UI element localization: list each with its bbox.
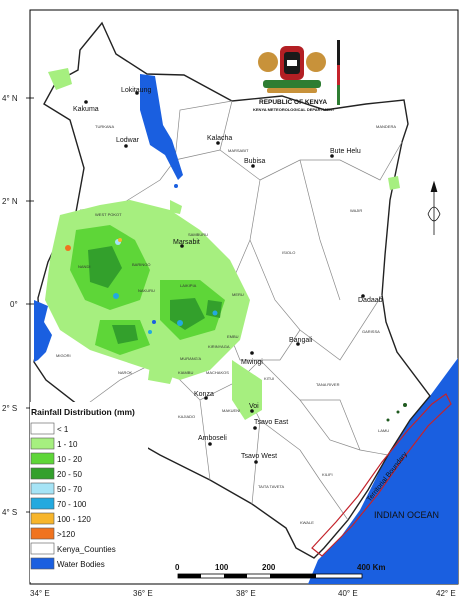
county-label: WEST POKOT bbox=[95, 212, 122, 217]
rainfall-20-50 bbox=[88, 246, 222, 344]
lon-label: 38° E bbox=[236, 589, 256, 598]
town-label: Dadaab bbox=[358, 297, 383, 304]
dept-title: KENYA METEOROLOGICAL DEPARTMENT bbox=[253, 107, 335, 112]
lon-label: 36° E bbox=[133, 589, 153, 598]
county-label: MURANG'A bbox=[180, 356, 202, 361]
legend-swatch bbox=[30, 452, 55, 465]
county-label: KIAMBU bbox=[178, 370, 193, 375]
county-label: KILIFI bbox=[322, 472, 333, 477]
legend-swatch bbox=[30, 497, 55, 510]
lon-label: 34° E bbox=[30, 589, 50, 598]
legend-label: Water Bodies bbox=[57, 560, 105, 569]
ocean-label: INDIAN OCEAN bbox=[374, 510, 439, 520]
town-label: Bute Helu bbox=[330, 148, 361, 155]
lon-label: 42° E bbox=[436, 589, 456, 598]
town-label: Kakuma bbox=[73, 106, 99, 113]
legend-swatch bbox=[30, 467, 55, 480]
legend-swatch bbox=[30, 437, 55, 450]
town-label: Mwingi bbox=[241, 359, 263, 366]
town-label: Marsabit bbox=[173, 239, 200, 246]
legend-swatch bbox=[30, 527, 55, 540]
scale-tick: 0 bbox=[175, 563, 180, 572]
legend-label: Kenya_Counties bbox=[57, 545, 116, 554]
lat-label: 2° N bbox=[2, 197, 18, 206]
town-label: Lokitaung bbox=[121, 87, 151, 94]
county-label: LAMU bbox=[378, 428, 389, 433]
county-label: MAKUENI bbox=[222, 408, 240, 413]
legend-swatch bbox=[30, 557, 55, 570]
county-label: LAIKIPIA bbox=[180, 283, 197, 288]
org-title: REPUBLIC OF KENYA bbox=[259, 99, 327, 106]
legend-label: 20 - 50 bbox=[57, 470, 82, 479]
lon-label: 40° E bbox=[338, 589, 358, 598]
legend-label: >120 bbox=[57, 530, 76, 539]
legend-label: 1 - 10 bbox=[57, 440, 78, 449]
town-markers bbox=[84, 91, 365, 464]
town-label: Voi bbox=[249, 403, 259, 410]
county-label: KWALE bbox=[300, 520, 314, 525]
town-label: Tsavo East bbox=[254, 419, 288, 426]
coat-of-arms-emblem bbox=[258, 40, 340, 105]
scale-bar: 0 100 200 400 Km bbox=[175, 563, 385, 579]
legend-label: < 1 bbox=[57, 425, 69, 434]
territorial-boundary bbox=[311, 393, 452, 557]
county-label: MANDERA bbox=[376, 124, 396, 129]
county-label: NAKURU bbox=[138, 288, 155, 293]
town-label: Bangali bbox=[289, 337, 313, 344]
legend-label: 70 - 100 bbox=[57, 500, 87, 509]
scale-tick: 400 Km bbox=[357, 563, 385, 572]
rainfall-100-plus bbox=[65, 238, 122, 251]
county-label: EMBU bbox=[227, 334, 239, 339]
county-label: TAITA TAVETA bbox=[258, 484, 285, 489]
legend-label: 50 - 70 bbox=[57, 485, 82, 494]
legend-swatch bbox=[30, 482, 55, 495]
lat-label: 4° N bbox=[2, 94, 18, 103]
indian-ocean bbox=[308, 358, 458, 584]
town-label: Kalacha bbox=[207, 135, 232, 142]
county-label: KITUI bbox=[264, 376, 274, 381]
scale-tick: 100 bbox=[215, 563, 229, 572]
county-label: WAJIR bbox=[350, 208, 362, 213]
county-label: SAMBURU bbox=[188, 232, 208, 237]
legend-swatch bbox=[30, 422, 55, 435]
town-label: Amboseli bbox=[198, 435, 227, 442]
water-bodies bbox=[34, 74, 183, 362]
county-label: MACHAKOS bbox=[206, 370, 229, 375]
legend-label: 10 - 20 bbox=[57, 455, 82, 464]
town-label: Tsavo West bbox=[241, 453, 277, 460]
county-label: MIGORI bbox=[56, 353, 71, 358]
county-label: TURKANA bbox=[95, 124, 114, 129]
coastal-islands bbox=[386, 403, 407, 422]
town-label: Konza bbox=[194, 391, 214, 398]
rainfall-50-100 bbox=[113, 239, 218, 334]
lat-label: 4° S bbox=[2, 508, 17, 517]
county-label: TANA RIVER bbox=[316, 382, 340, 387]
county-label: MERU bbox=[232, 292, 244, 297]
legend-swatch bbox=[30, 542, 55, 555]
county-label: NANDI bbox=[78, 264, 90, 269]
lat-label: 2° S bbox=[2, 404, 17, 413]
north-arrow bbox=[427, 180, 441, 235]
county-label: KAJIADO bbox=[178, 414, 195, 419]
county-label: BARINGO bbox=[132, 262, 150, 267]
county-label: ISIOLO bbox=[282, 250, 295, 255]
county-label: GARISSA bbox=[362, 329, 380, 334]
town-label: Lodwar bbox=[116, 137, 140, 144]
county-label: KIRINYAGA bbox=[208, 344, 230, 349]
county-label: MARSABIT bbox=[228, 148, 249, 153]
legend-label: 100 - 120 bbox=[57, 515, 91, 524]
lat-label: 0° bbox=[10, 300, 18, 309]
legend-swatch bbox=[30, 512, 55, 525]
legend: Rainfall Distribution (mm) < 1 1 - 10 10 -… bbox=[30, 402, 148, 582]
lake-victoria bbox=[34, 300, 52, 362]
county-label: NAROK bbox=[118, 370, 133, 375]
town-label: Bubisa bbox=[244, 158, 266, 165]
legend-title: Rainfall Distribution (mm) bbox=[31, 407, 135, 417]
scale-tick: 200 bbox=[262, 563, 276, 572]
lake-turkana bbox=[140, 74, 183, 180]
